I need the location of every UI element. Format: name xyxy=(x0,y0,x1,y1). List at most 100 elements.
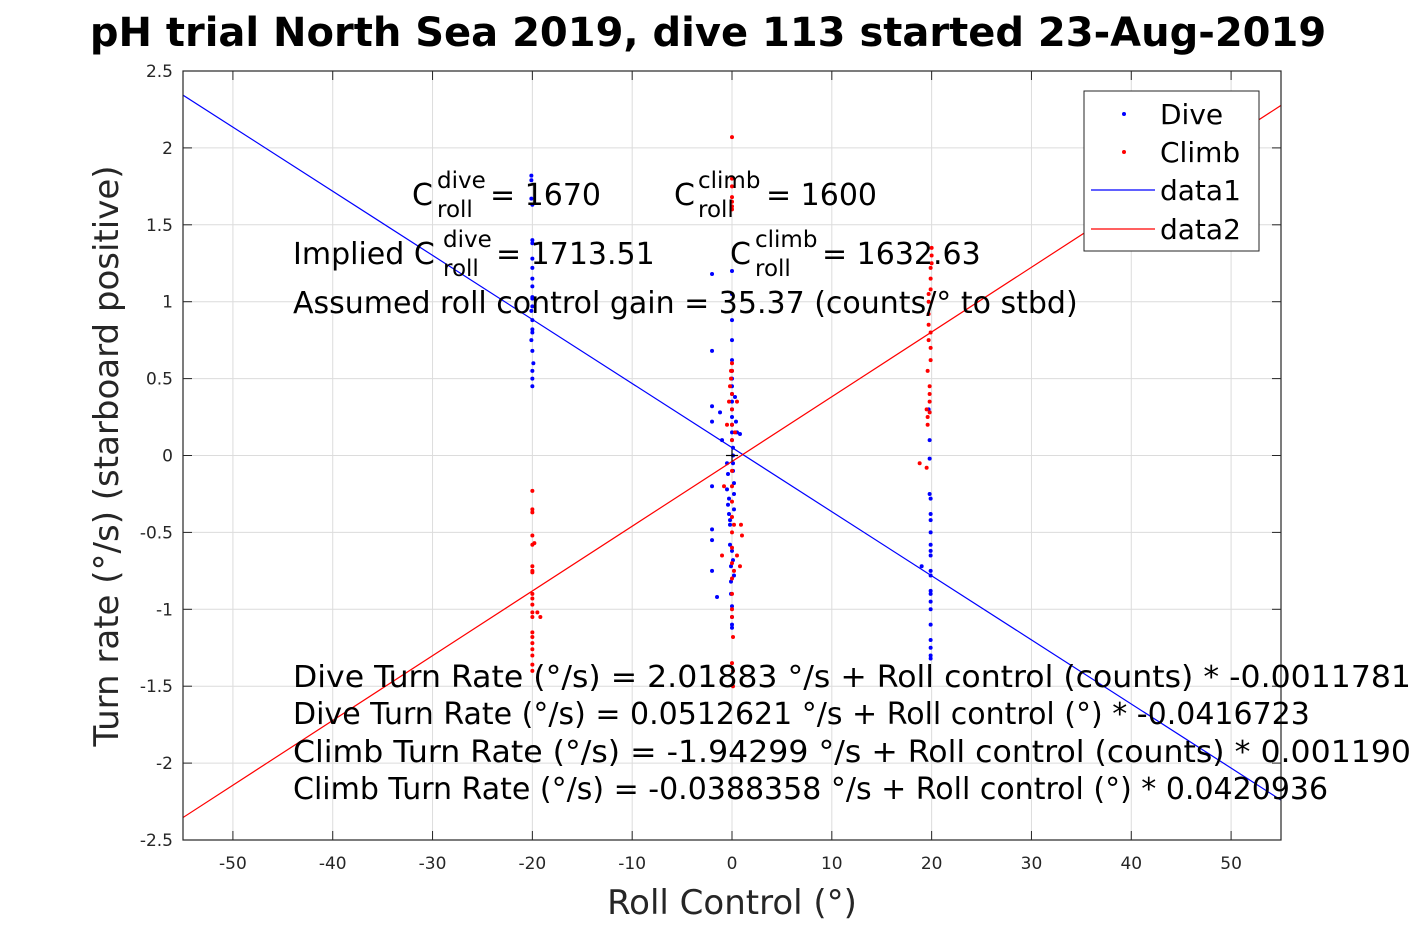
point-dive-3 xyxy=(530,202,535,207)
point-climb-25 xyxy=(725,422,730,427)
point-dive-44 xyxy=(730,622,734,627)
point-climb-51 xyxy=(730,591,734,596)
point-dive-59 xyxy=(730,430,734,435)
point-dive-20 xyxy=(530,384,535,389)
x-tick-label-2: -30 xyxy=(419,854,447,874)
point-dive-93 xyxy=(928,588,933,593)
annotation-c-climb-sup: climb xyxy=(698,168,760,194)
point-climb-55 xyxy=(730,634,735,639)
point-dive-84 xyxy=(928,496,933,501)
point-dive-89 xyxy=(928,548,933,553)
point-climb-14 xyxy=(530,647,535,652)
point-climb-81 xyxy=(928,358,933,363)
point-dive-40 xyxy=(729,579,734,584)
annotation-c-dive-sub: roll xyxy=(437,197,473,223)
point-climb-12 xyxy=(530,634,535,639)
y-axis-label: Turn rate (°/s) (starboard positive) xyxy=(87,165,127,747)
point-dive-31 xyxy=(715,594,720,599)
annotation-implied-climb-value: = 1632.63 xyxy=(822,237,981,272)
point-climb-72 xyxy=(926,338,931,343)
annotation-implied-dive-sub: roll xyxy=(443,256,479,282)
point-dive-32 xyxy=(718,410,723,415)
point-dive-15 xyxy=(529,338,534,343)
point-climb-58 xyxy=(731,522,736,527)
legend-data1-label: data1 xyxy=(1160,174,1241,207)
point-dive-57 xyxy=(730,415,734,420)
point-dive-90 xyxy=(928,553,933,558)
legend-dive-marker xyxy=(1122,112,1126,116)
point-climb-49 xyxy=(730,561,734,566)
legend-box xyxy=(1083,90,1260,252)
point-climb-15 xyxy=(530,653,535,658)
point-climb-33 xyxy=(730,195,734,200)
point-dive-12 xyxy=(529,308,534,313)
point-climb-66 xyxy=(917,461,922,466)
y-tick-label-8: 1.5 xyxy=(146,216,173,236)
legend-climb-label: Climb xyxy=(1160,136,1240,169)
point-climb-0 xyxy=(530,488,535,493)
point-climb-45 xyxy=(730,499,734,504)
x-tick-label-5: 0 xyxy=(727,854,738,874)
point-dive-85 xyxy=(928,511,933,516)
point-dive-81 xyxy=(927,438,932,443)
point-dive-34 xyxy=(725,487,730,492)
point-climb-20 xyxy=(532,541,537,546)
point-climb-30 xyxy=(730,135,734,140)
point-dive-76 xyxy=(730,548,734,553)
point-climb-41 xyxy=(730,422,734,427)
legend-data2-label: data2 xyxy=(1160,213,1241,246)
point-dive-18 xyxy=(530,368,535,373)
annotation-eq1: Dive Turn Rate (°/s) = 2.01883 °/s + Rol… xyxy=(293,660,1411,695)
point-climb-39 xyxy=(730,391,734,396)
annotation-implied-dive: Implied C dive roll = 1713.51 xyxy=(293,227,655,282)
legend-dive-label: Dive xyxy=(1160,98,1223,131)
point-dive-35 xyxy=(726,502,731,507)
point-climb-82 xyxy=(928,345,933,350)
point-climb-48 xyxy=(730,545,734,550)
point-climb-40 xyxy=(730,407,734,412)
point-climb-16 xyxy=(530,662,535,667)
point-dive-67 xyxy=(731,507,736,512)
y-tick-label-7: 1 xyxy=(162,293,173,313)
point-dive-7 xyxy=(530,265,535,270)
point-climb-47 xyxy=(730,530,734,535)
point-dive-26 xyxy=(710,419,715,424)
x-tick-label-10: 50 xyxy=(1220,854,1242,874)
legend-climb-marker xyxy=(1122,150,1126,154)
point-climb-76 xyxy=(926,292,931,297)
annotation-c-climb-prefix: C xyxy=(674,178,695,213)
point-climb-73 xyxy=(926,322,931,327)
chart-title: pH trial North Sea 2019, dive 113 starte… xyxy=(90,10,1326,56)
point-dive-97 xyxy=(928,645,933,650)
point-dive-100 xyxy=(928,656,933,661)
x-tick-label-1: -40 xyxy=(319,854,347,874)
annotation-eq2: Dive Turn Rate (°/s) = 0.0512621 °/s + R… xyxy=(293,697,1310,732)
point-climb-10 xyxy=(530,614,535,619)
point-climb-86 xyxy=(928,265,933,270)
point-dive-38 xyxy=(728,542,733,547)
point-climb-27 xyxy=(728,384,733,389)
point-dive-55 xyxy=(730,399,734,404)
y-tick-label-1: -2 xyxy=(156,754,173,774)
point-climb-44 xyxy=(730,484,734,489)
point-dive-75 xyxy=(728,518,733,523)
annotation-implied-climb-sub: roll xyxy=(755,256,791,282)
point-climb-79 xyxy=(927,399,932,404)
point-climb-6 xyxy=(530,591,535,596)
point-dive-47 xyxy=(730,292,734,297)
point-dive-39 xyxy=(729,564,734,569)
point-dive-71 xyxy=(737,431,742,436)
x-tick-label-7: 20 xyxy=(921,854,943,874)
point-climb-31 xyxy=(730,176,734,181)
point-climb-53 xyxy=(730,614,734,619)
point-climb-75 xyxy=(926,299,931,304)
legend: Dive Climb data1 data2 xyxy=(1083,90,1260,252)
point-dive-69 xyxy=(733,419,738,424)
point-climb-43 xyxy=(730,468,734,473)
y-tick-label-3: -1 xyxy=(156,600,173,620)
point-climb-68 xyxy=(924,407,929,412)
x-tick-label-3: -20 xyxy=(518,854,546,874)
point-dive-46 xyxy=(730,268,734,273)
point-climb-2 xyxy=(530,533,535,538)
point-climb-74 xyxy=(926,312,931,317)
